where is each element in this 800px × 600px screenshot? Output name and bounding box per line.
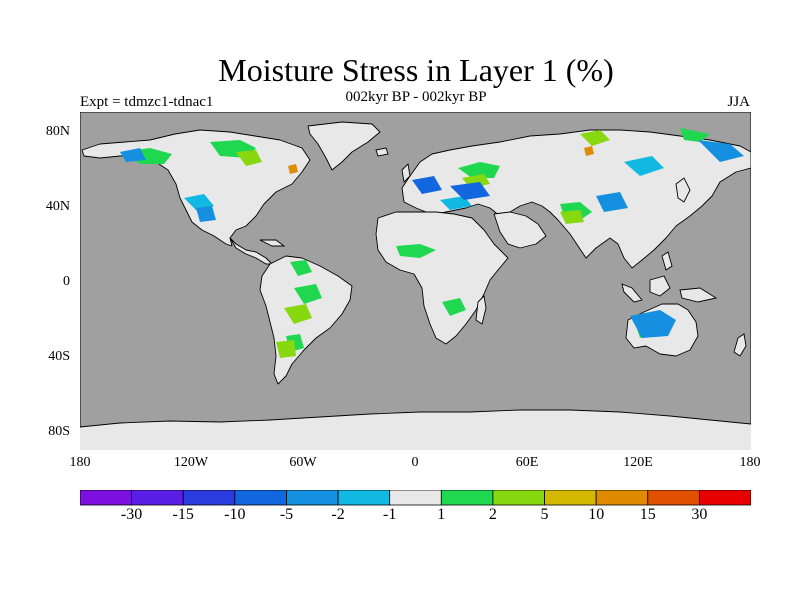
lon-label-60e: 60E xyxy=(515,455,539,470)
patch-strongblue xyxy=(412,176,442,194)
colorbar-box xyxy=(337,490,391,506)
borneo xyxy=(649,275,671,297)
colorbar-box xyxy=(80,490,133,506)
lon-label-120w: 120W xyxy=(173,455,209,470)
patch-lightblue xyxy=(624,156,664,176)
colorbar-tick-label: 2 xyxy=(488,506,497,523)
lat-label-40s: 40S xyxy=(48,349,70,364)
lon-label-120e: 120E xyxy=(623,455,653,470)
patch-strongblue xyxy=(450,182,490,200)
antarctica xyxy=(80,410,751,450)
colorbar-tick-label: -1 xyxy=(383,506,397,523)
patch-blue xyxy=(630,310,676,338)
patch-yellowgreen xyxy=(580,130,610,146)
colorbar-box xyxy=(492,490,545,506)
colorbar-box xyxy=(389,490,442,506)
patch-green xyxy=(680,128,710,142)
british-isles xyxy=(401,163,411,183)
lon-label-60w: 60W xyxy=(289,455,317,470)
colorbar-tick-label: 15 xyxy=(639,506,656,523)
colorbar-box xyxy=(131,490,184,506)
lon-label-180w: 180 xyxy=(69,455,91,470)
colorbar-box xyxy=(182,490,236,506)
lat-label-80n: 80N xyxy=(45,124,70,139)
colorbar-box xyxy=(595,490,649,506)
iceland xyxy=(375,147,389,157)
colorbar-box xyxy=(440,490,494,506)
colorbar-tick-label: -30 xyxy=(120,506,143,523)
new-zealand xyxy=(733,333,747,357)
colorbar-tick-label: 1 xyxy=(437,506,446,523)
lat-label-80s: 80S xyxy=(48,424,70,439)
colorbar-tick-label: -2 xyxy=(331,506,345,523)
colorbar-tick-label: 30 xyxy=(691,506,708,523)
patch-blue xyxy=(120,148,146,162)
colorbar-tick-label: -10 xyxy=(224,506,246,523)
colorbar-tick-label: 5 xyxy=(540,506,549,523)
patch-orange xyxy=(288,164,298,174)
patch-yellowgreen xyxy=(276,340,296,358)
patch-green xyxy=(294,284,322,304)
new-guinea xyxy=(679,287,718,303)
colorbar-box xyxy=(544,490,597,506)
lat-label-40n: 40N xyxy=(45,199,70,214)
colorbar-box xyxy=(698,490,751,506)
japan xyxy=(675,177,691,203)
colorbar-tick-label: -15 xyxy=(172,506,194,523)
sumatra xyxy=(621,283,643,303)
philippines xyxy=(661,251,673,271)
islands xyxy=(259,147,747,357)
madagascar xyxy=(475,295,487,325)
colorbar-box xyxy=(286,490,339,506)
patch-blue xyxy=(196,206,216,222)
greenland xyxy=(307,121,381,171)
patch-blue xyxy=(596,192,628,212)
patch-green xyxy=(458,162,500,178)
antarctica-coast xyxy=(80,409,751,428)
world-map xyxy=(80,112,751,450)
colorbar xyxy=(80,490,751,506)
patch-orange xyxy=(584,146,594,156)
lon-label-0: 0 xyxy=(411,455,419,470)
patch-green xyxy=(396,244,436,258)
patch-yellowgreen xyxy=(236,150,262,166)
season-label: JJA xyxy=(727,94,750,110)
lon-label-180e: 180 xyxy=(739,455,761,470)
patch-blue xyxy=(698,140,744,162)
lat-label-0: 0 xyxy=(63,274,70,289)
patch-yellowgreen xyxy=(284,304,312,324)
patch-yellowgreen xyxy=(560,210,584,224)
colorbar-box xyxy=(234,490,287,506)
patch-green xyxy=(442,298,466,316)
anomaly-patches xyxy=(120,128,744,358)
colorbar-box xyxy=(647,490,700,506)
map-title: Moisture Stress in Layer 1 (%) xyxy=(218,52,614,88)
colorbar-tick-label: -5 xyxy=(279,506,294,523)
cuba xyxy=(259,239,286,247)
patch-green xyxy=(290,260,312,276)
map-subtitle: 002kyr BP - 002kyr BP xyxy=(345,89,487,105)
colorbar-tick-label: 10 xyxy=(588,506,605,523)
arabia xyxy=(493,211,547,249)
experiment-label: Expt = tdmzc1-tdnac1 xyxy=(80,94,214,110)
